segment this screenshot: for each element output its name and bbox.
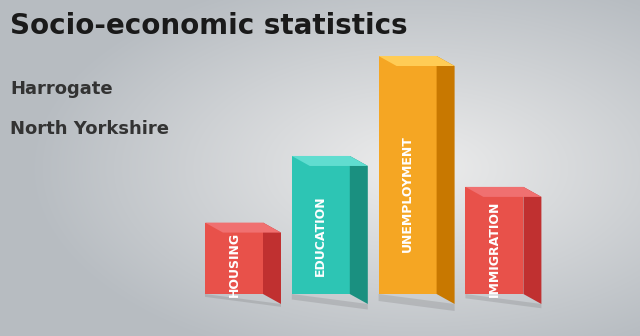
Polygon shape: [205, 294, 281, 307]
Text: IMMIGRATION: IMMIGRATION: [488, 201, 501, 297]
Polygon shape: [465, 187, 524, 294]
Text: HOUSING: HOUSING: [227, 232, 241, 297]
Text: North Yorkshire: North Yorkshire: [10, 120, 169, 138]
Polygon shape: [436, 56, 454, 304]
Text: Harrogate: Harrogate: [10, 80, 113, 98]
Polygon shape: [263, 223, 281, 304]
Polygon shape: [379, 56, 454, 66]
Text: EDUCATION: EDUCATION: [314, 196, 327, 276]
Polygon shape: [524, 187, 541, 304]
Polygon shape: [205, 223, 281, 233]
Text: Socio-economic statistics: Socio-economic statistics: [10, 12, 408, 40]
Polygon shape: [465, 294, 541, 308]
Text: UNEMPLOYMENT: UNEMPLOYMENT: [401, 136, 414, 252]
Polygon shape: [205, 223, 263, 294]
Polygon shape: [465, 187, 541, 197]
Polygon shape: [350, 156, 368, 304]
Polygon shape: [379, 56, 436, 294]
Polygon shape: [292, 294, 368, 309]
Polygon shape: [379, 294, 454, 311]
Polygon shape: [292, 156, 368, 166]
Polygon shape: [292, 156, 350, 294]
